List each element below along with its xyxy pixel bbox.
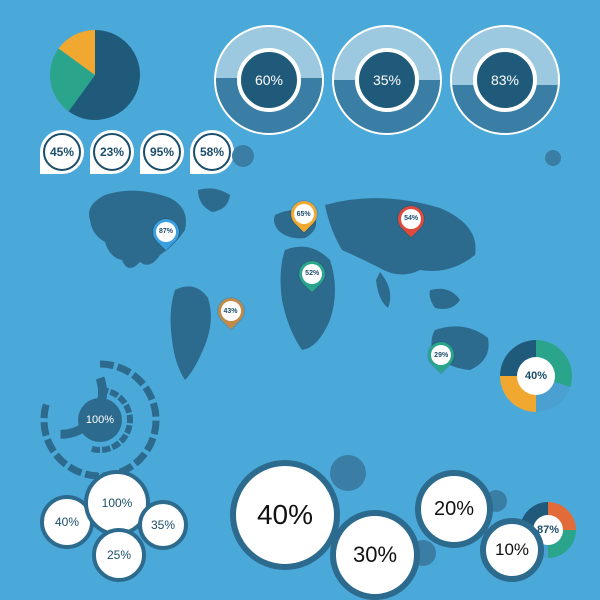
radial-gauge: 100% bbox=[40, 360, 160, 480]
big-bubble-node: 40% bbox=[230, 460, 340, 570]
map-pin-label: 29% bbox=[431, 345, 451, 365]
decorative-dot bbox=[232, 145, 254, 167]
teardrop-badges: 45% 23% 95% 58% bbox=[40, 130, 234, 174]
map-pin: 54% bbox=[398, 206, 424, 242]
big-bubble-node: 30% bbox=[330, 510, 420, 600]
map-pin-label: 87% bbox=[156, 222, 176, 242]
donut-label: 40% bbox=[517, 357, 555, 395]
map-pin: 52% bbox=[299, 261, 325, 297]
liquid-label: 60% bbox=[237, 48, 301, 112]
teardrop-label: 45% bbox=[50, 145, 74, 159]
decorative-dot bbox=[545, 150, 561, 166]
teardrop-label: 58% bbox=[200, 145, 224, 159]
map-pin: 43% bbox=[218, 298, 244, 334]
decorative-dot bbox=[330, 455, 366, 491]
map-pin-label: 54% bbox=[401, 209, 421, 229]
map-pin: 29% bbox=[428, 342, 454, 378]
liquid-label: 35% bbox=[355, 48, 419, 112]
liquid-2: 35% bbox=[332, 25, 442, 135]
bubble-node: 25% bbox=[92, 528, 146, 582]
teardrop-label: 95% bbox=[150, 145, 174, 159]
liquid-3: 83% bbox=[450, 25, 560, 135]
big-bubble-node: 20% bbox=[415, 470, 493, 548]
liquid-1: 60% bbox=[214, 25, 324, 135]
map-pin-label: 43% bbox=[221, 301, 241, 321]
map-pin-label: 65% bbox=[294, 204, 314, 224]
map-pin-label: 52% bbox=[302, 264, 322, 284]
liquid-circles: 60% 35% 83% bbox=[214, 25, 560, 135]
donut-chart: 40% bbox=[500, 340, 572, 412]
map-pin: 65% bbox=[291, 201, 317, 237]
map-pin: 87% bbox=[153, 219, 179, 255]
teardrop-3: 95% bbox=[140, 130, 184, 174]
pie-chart bbox=[50, 30, 140, 120]
teardrop-4: 58% bbox=[190, 130, 234, 174]
teardrop-label: 23% bbox=[100, 145, 124, 159]
radial-center-label: 100% bbox=[78, 398, 122, 442]
teardrop-1: 45% bbox=[40, 130, 84, 174]
liquid-label: 83% bbox=[473, 48, 537, 112]
big-bubble-node: 10% bbox=[480, 518, 544, 582]
bubble-node: 35% bbox=[138, 500, 188, 550]
teardrop-2: 23% bbox=[90, 130, 134, 174]
